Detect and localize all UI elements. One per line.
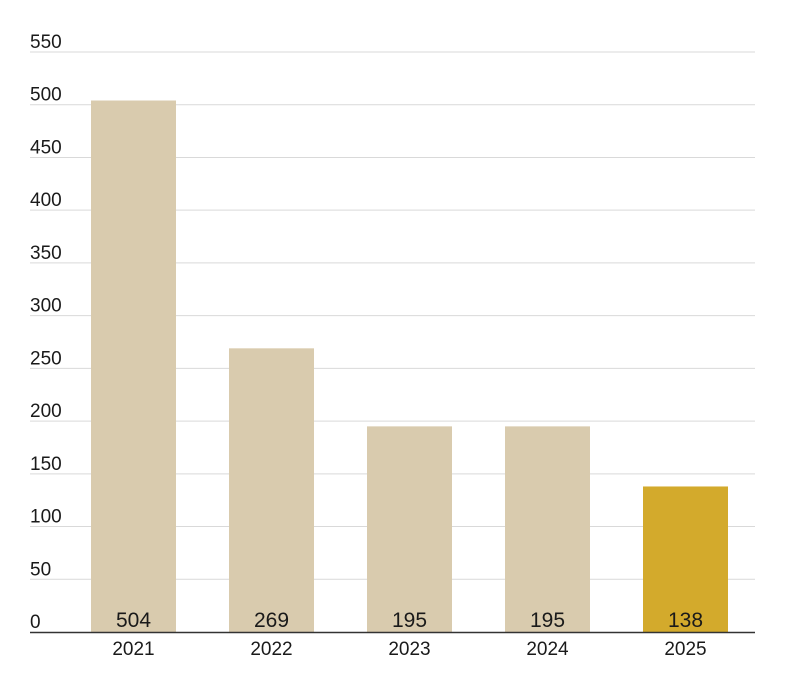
y-tick-label-300: 300: [30, 296, 62, 317]
y-tick-label-450: 450: [30, 137, 62, 158]
bar-2023: [367, 426, 452, 632]
data-label-2021: 504: [116, 609, 151, 632]
y-tick-label-350: 350: [30, 243, 62, 264]
x-tick-label-2022: 2022: [250, 639, 292, 660]
y-tick-label-200: 200: [30, 401, 62, 422]
bar-2025: [643, 486, 728, 632]
y-tick-label-400: 400: [30, 190, 62, 211]
data-label-2024: 195: [530, 609, 565, 632]
y-axis-ticks: 0 50 100 150 200 250 300 350 400 450 500 550: [30, 32, 62, 633]
bar-2024: [505, 426, 590, 632]
data-label-2022: 269: [254, 609, 289, 632]
y-tick-label-250: 250: [30, 348, 62, 369]
x-tick-label-2024: 2024: [526, 639, 569, 660]
value-labels: 504 269 195 195 138: [116, 609, 703, 632]
y-tick-label-500: 500: [30, 85, 62, 106]
x-tick-label-2023: 2023: [388, 639, 430, 660]
y-tick-label-550: 550: [30, 32, 62, 53]
x-tick-label-2025: 2025: [664, 639, 706, 660]
y-tick-label-0: 0: [30, 612, 41, 633]
x-tick-label-2021: 2021: [112, 639, 154, 660]
bars: [91, 100, 728, 632]
y-tick-label-100: 100: [30, 507, 62, 528]
data-label-2025: 138: [668, 609, 703, 632]
x-axis-ticks: 2021 2022 2023 2024 2025: [112, 639, 706, 660]
data-label-2023: 195: [392, 609, 427, 632]
bar-2021: [91, 100, 176, 632]
bar-2022: [229, 348, 314, 632]
y-tick-label-50: 50: [30, 559, 51, 580]
y-tick-label-150: 150: [30, 454, 62, 475]
